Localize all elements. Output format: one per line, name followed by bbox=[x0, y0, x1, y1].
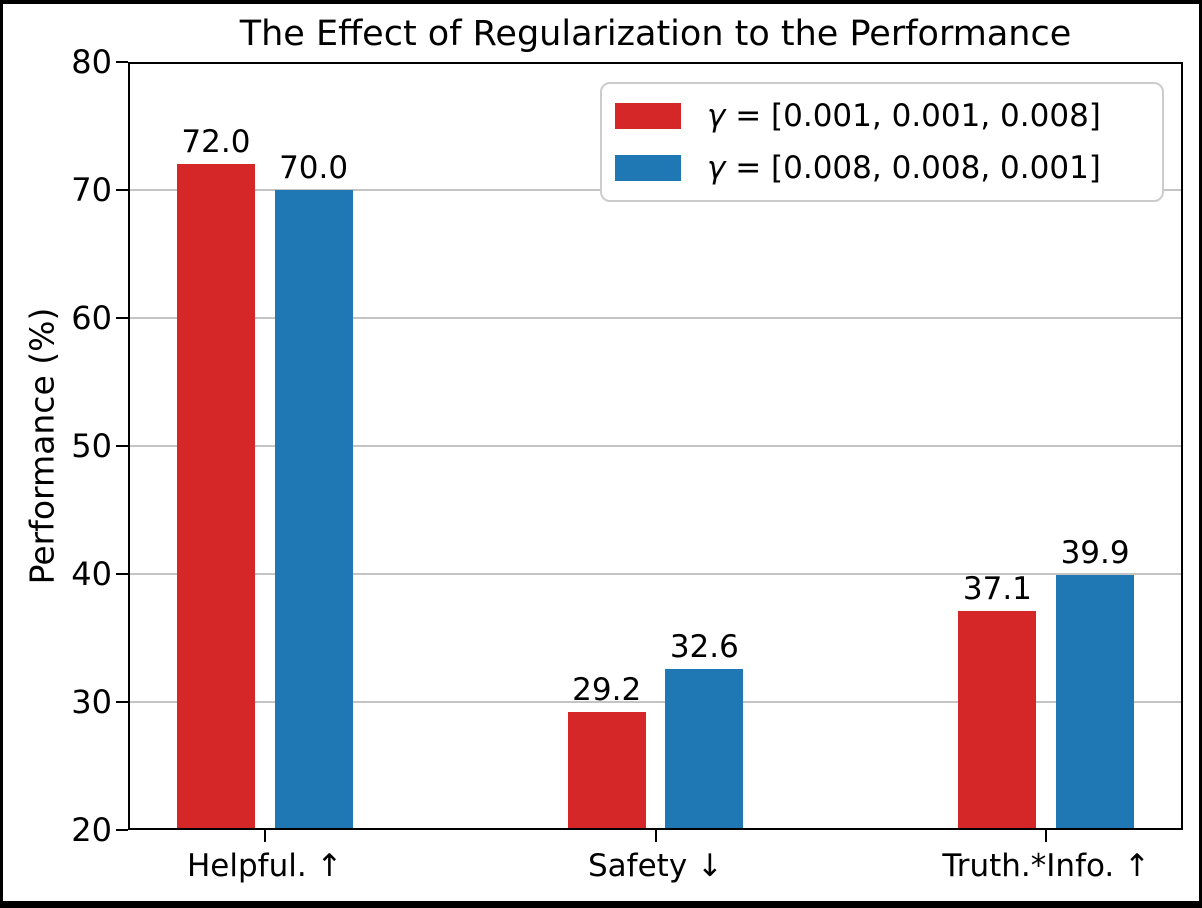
y-tick-label: 40 bbox=[71, 555, 112, 593]
gridline bbox=[128, 701, 1183, 703]
y-tick-mark bbox=[116, 189, 128, 191]
y-tick-label: 80 bbox=[71, 43, 112, 81]
y-tick-label: 70 bbox=[71, 171, 112, 209]
y-tick-label: 20 bbox=[71, 811, 112, 849]
y-tick-mark bbox=[116, 61, 128, 63]
bar-series2-cat2 bbox=[665, 668, 744, 830]
legend-label: γ = [0.001, 0.001, 0.008] bbox=[707, 98, 1101, 134]
legend-swatch-blue bbox=[615, 155, 681, 181]
gridline bbox=[128, 317, 1183, 319]
legend-label-values: = [0.001, 0.001, 0.008] bbox=[725, 98, 1101, 134]
x-tick-mark bbox=[654, 830, 657, 842]
bar-value-label: 37.1 bbox=[962, 571, 1032, 608]
gamma-symbol: γ bbox=[707, 150, 726, 186]
bar-value-label: 39.9 bbox=[1060, 535, 1130, 572]
bar-series1-cat3 bbox=[958, 611, 1037, 830]
x-tick-label: Safety ↓ bbox=[588, 848, 723, 884]
legend-label: γ = [0.008, 0.008, 0.001] bbox=[707, 150, 1101, 186]
plot-area: γ = [0.001, 0.001, 0.008] γ = [0.008, 0.0… bbox=[128, 62, 1183, 830]
y-tick-mark bbox=[116, 701, 128, 703]
legend: γ = [0.001, 0.001, 0.008] γ = [0.008, 0.0… bbox=[600, 82, 1164, 202]
y-tick-mark bbox=[116, 317, 128, 319]
y-tick-mark bbox=[116, 573, 128, 575]
bar-series2-cat1 bbox=[274, 190, 353, 830]
legend-swatch-red bbox=[615, 103, 681, 129]
gamma-symbol: γ bbox=[707, 98, 726, 134]
y-tick-label: 60 bbox=[71, 299, 112, 337]
x-tick-label: Truth.*Info. ↑ bbox=[942, 848, 1151, 884]
y-tick-mark bbox=[116, 829, 128, 831]
chart-title: The Effect of Regularization to the Perf… bbox=[239, 14, 1072, 54]
bar-value-label: 29.2 bbox=[572, 672, 642, 709]
bar-value-label: 72.0 bbox=[181, 124, 251, 161]
legend-item: γ = [0.008, 0.008, 0.001] bbox=[602, 150, 1162, 186]
bar-value-label: 32.6 bbox=[669, 628, 739, 665]
y-tick-label: 30 bbox=[71, 683, 112, 721]
bar-series1-cat1 bbox=[176, 164, 255, 830]
x-tick-mark bbox=[1045, 830, 1048, 842]
legend-item: γ = [0.001, 0.001, 0.008] bbox=[602, 98, 1162, 134]
bar-series2-cat3 bbox=[1056, 575, 1135, 830]
bar-series1-cat2 bbox=[567, 712, 646, 830]
x-tick-label: Helpful. ↑ bbox=[186, 848, 343, 884]
y-tick-mark bbox=[116, 445, 128, 447]
figure-canvas: The Effect of Regularization to the Perf… bbox=[3, 4, 1199, 901]
gridline bbox=[128, 445, 1183, 447]
y-tick-label: 50 bbox=[71, 427, 112, 465]
bar-value-label: 70.0 bbox=[279, 149, 349, 186]
x-tick-mark bbox=[263, 830, 266, 842]
legend-label-values: = [0.008, 0.008, 0.001] bbox=[725, 150, 1101, 186]
gridline bbox=[128, 573, 1183, 575]
